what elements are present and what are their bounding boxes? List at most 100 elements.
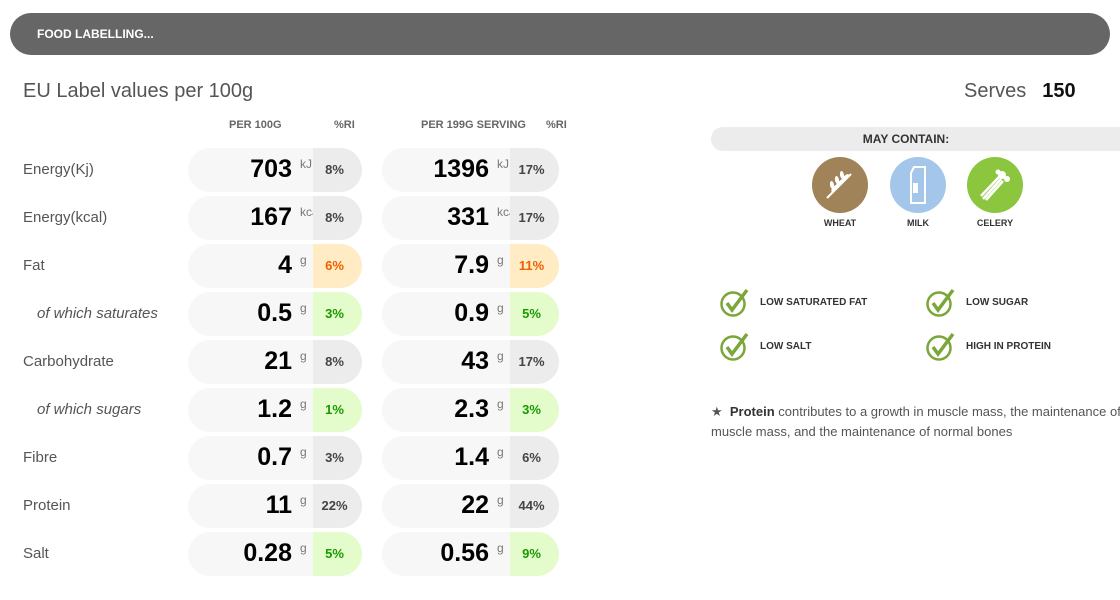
perserving-value: 43 — [461, 347, 489, 375]
allergen-label: MILK — [907, 218, 929, 228]
col-perserving: PER 199G SERVING — [421, 119, 526, 131]
col-per100: PER 100G — [229, 119, 282, 131]
per100-value: 0.7 — [257, 443, 292, 471]
protein-note: ★ Protein contributes to a growth in mus… — [711, 402, 1120, 442]
allergen-label: CELERY — [976, 218, 1014, 228]
perserving-value: 1396 — [433, 155, 489, 183]
perserving-pill: 43 g 17% — [382, 340, 559, 384]
ri-perserving: 17% — [510, 148, 559, 192]
allergen-celery: CELERY — [967, 157, 1023, 228]
perserving-value: 0.56 — [440, 539, 489, 567]
nutrient-row: Salt 0.28 g 5% 0.56 g 9% — [0, 532, 600, 576]
check-circle-icon — [926, 332, 955, 361]
nutrient-label: of which sugars — [37, 401, 142, 418]
perserving-value: 7.9 — [454, 251, 489, 279]
perserving-pill: 331 kcal 17% — [382, 196, 559, 240]
perserving-pill: 1396 kJ 17% — [382, 148, 559, 192]
check-circle-icon — [720, 332, 749, 361]
unit: g — [497, 541, 504, 555]
unit: g — [300, 349, 307, 363]
ri-per100: 3% — [313, 292, 362, 336]
per100-pill: 0.7 g 3% — [188, 436, 362, 480]
nutrient-row: of which saturates 0.5 g 3% 0.9 g 5% — [0, 292, 600, 336]
milk-icon — [890, 157, 946, 213]
unit: g — [300, 397, 307, 411]
per100-value: 4 — [278, 251, 292, 279]
per100-pill: 1.2 g 1% — [188, 388, 362, 432]
header-title: FOOD LABELLING... — [37, 27, 154, 41]
claim-label: HIGH IN PROTEIN — [966, 340, 1052, 352]
wheat-icon — [812, 157, 868, 213]
claim-label: LOW SALT — [760, 340, 812, 352]
ri-per100: 8% — [313, 196, 362, 240]
section-title: EU Label values per 100g — [23, 80, 254, 102]
unit: g — [300, 493, 307, 507]
unit: g — [497, 253, 504, 267]
ri-per100: 5% — [313, 532, 362, 576]
nutrition-claim: LOW SUGAR — [926, 287, 1028, 317]
nutrient-row: Fibre 0.7 g 3% 1.4 g 6% — [0, 436, 600, 480]
perserving-value: 1.4 — [454, 443, 489, 471]
star-icon: ★ — [711, 404, 723, 419]
check-circle-icon — [720, 288, 749, 317]
unit: g — [497, 445, 504, 459]
per100-value: 11 — [265, 491, 292, 519]
ri-per100: 8% — [313, 148, 362, 192]
nutrient-label: Energy(kcal) — [23, 209, 108, 226]
serves: Serves 150 — [964, 80, 1076, 103]
col-ri1: %RI — [334, 119, 355, 131]
ri-perserving: 44% — [510, 484, 559, 528]
col-ri2: %RI — [546, 119, 567, 131]
unit: g — [300, 445, 307, 459]
may-contain-header: MAY CONTAIN: — [711, 127, 1120, 151]
per100-pill: 21 g 8% — [188, 340, 362, 384]
claim-label: LOW SATURATED FAT — [760, 296, 868, 308]
ri-perserving: 11% — [510, 244, 559, 288]
unit: g — [497, 301, 504, 315]
per100-pill: 0.5 g 3% — [188, 292, 362, 336]
ri-perserving: 17% — [510, 196, 559, 240]
unit: kJ — [497, 157, 509, 171]
per100-pill: 11 g 22% — [188, 484, 362, 528]
serves-label: Serves — [964, 80, 1027, 102]
nutrient-label: of which saturates — [37, 305, 158, 322]
allergen-wheat: WHEAT — [812, 157, 868, 228]
perserving-value: 0.9 — [454, 299, 489, 327]
nutrient-row: Protein 11 g 22% 22 g 44% — [0, 484, 600, 528]
unit: g — [300, 253, 307, 267]
celery-icon — [967, 157, 1023, 213]
per100-pill: 0.28 g 5% — [188, 532, 362, 576]
ri-perserving: 17% — [510, 340, 559, 384]
nutrient-label: Fat — [23, 257, 45, 274]
perserving-value: 2.3 — [454, 395, 489, 423]
check-circle-icon — [926, 288, 955, 317]
ri-per100: 1% — [313, 388, 362, 432]
ri-per100: 6% — [313, 244, 362, 288]
per100-value: 0.28 — [243, 539, 292, 567]
nutrient-label: Protein — [23, 497, 71, 514]
nutrition-claim: HIGH IN PROTEIN — [926, 331, 1051, 361]
nutrient-row: Energy(Kj) 703 kJ 8% 1396 kJ 17% — [0, 148, 600, 192]
note-line2: muscle mass, and the maintenance of norm… — [711, 424, 1013, 439]
unit: g — [497, 397, 504, 411]
unit: g — [300, 301, 307, 315]
nutrient-row: Carbohydrate 21 g 8% 43 g 17% — [0, 340, 600, 384]
per100-value: 703 — [250, 155, 292, 183]
perserving-pill: 22 g 44% — [382, 484, 559, 528]
perserving-value: 22 — [461, 491, 489, 519]
nutrition-claim: LOW SATURATED FAT — [720, 287, 867, 317]
perserving-pill: 0.9 g 5% — [382, 292, 559, 336]
ri-perserving: 9% — [510, 532, 559, 576]
nutrition-claim: LOW SALT — [720, 331, 811, 361]
nutrient-row: Fat 4 g 6% 7.9 g 11% — [0, 244, 600, 288]
ri-per100: 8% — [313, 340, 362, 384]
nutrient-label: Salt — [23, 545, 49, 562]
ri-perserving: 3% — [510, 388, 559, 432]
note-bold: Protein — [729, 404, 775, 419]
header-bar[interactable]: FOOD LABELLING... — [10, 13, 1110, 55]
perserving-pill: 0.56 g 9% — [382, 532, 559, 576]
per100-pill: 4 g 6% — [188, 244, 362, 288]
per100-value: 21 — [264, 347, 292, 375]
perserving-pill: 1.4 g 6% — [382, 436, 559, 480]
per100-value: 167 — [250, 203, 292, 231]
